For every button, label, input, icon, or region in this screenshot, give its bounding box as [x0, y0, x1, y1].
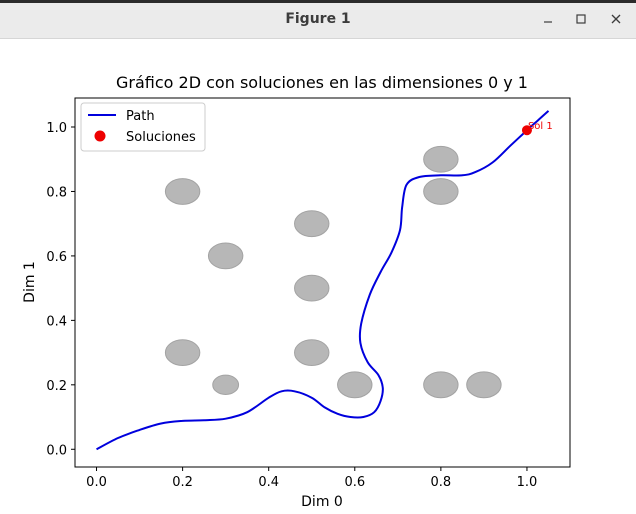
- chart-svg: Gráfico 2D con soluciones en las dimensi…: [22, 73, 571, 510]
- path-layer: [96, 110, 550, 451]
- y-tick-label-4: 0.8: [46, 185, 67, 200]
- legend-solution-label: Soluciones: [126, 130, 196, 145]
- window-titlebar[interactable]: Figure 1: [0, 0, 636, 39]
- obstacle-10: [423, 371, 459, 399]
- chart-title: Gráfico 2D con soluciones en las dimensi…: [116, 73, 528, 92]
- obstacle-4: [294, 210, 330, 238]
- legend-path-label: Path: [126, 109, 155, 124]
- solution-label-0: Sol 1: [528, 121, 553, 132]
- top-strip: [0, 0, 636, 3]
- y-axis-label: Dim 1: [22, 261, 38, 303]
- y-tick-label-0: 0.0: [46, 443, 67, 458]
- x-tick-label-0: 0.0: [86, 475, 107, 490]
- x-tick-label-2: 0.4: [258, 475, 279, 490]
- obstacle-2: [164, 339, 201, 366]
- obstacle-11: [466, 371, 502, 399]
- maximize-icon[interactable]: [568, 6, 594, 32]
- solution-layer: Sol 1: [521, 121, 553, 136]
- y-tick-label-5: 1.0: [46, 121, 67, 136]
- obstacle-3: [212, 374, 240, 395]
- x-tick-label-1: 0.2: [172, 475, 193, 490]
- window-title: Figure 1: [285, 11, 351, 27]
- minimize-icon[interactable]: [535, 6, 561, 32]
- y-axis-ticks: 0.0 0.2 0.4 0.6 0.8 1.0: [46, 121, 75, 458]
- x-axis-ticks: 0.0 0.2 0.4 0.6 0.8 1.0: [86, 467, 537, 490]
- figure-canvas: Gráfico 2D con soluciones en las dimensi…: [0, 39, 636, 514]
- y-tick-label-2: 0.4: [46, 314, 67, 329]
- y-tick-label-1: 0.2: [46, 379, 67, 394]
- plot-frame: [74, 97, 571, 468]
- obstacle-9: [423, 178, 459, 205]
- y-tick-label-3: 0.6: [46, 250, 67, 265]
- obstacle-1: [207, 242, 244, 270]
- obstacle-0: [164, 178, 201, 205]
- obstacle-7: [337, 371, 373, 399]
- obstacle-6: [294, 339, 330, 366]
- x-tick-label-4: 0.8: [431, 475, 452, 490]
- series-path-0: [96, 110, 550, 451]
- x-tick-label-5: 1.0: [517, 475, 538, 490]
- obstacle-5: [294, 274, 330, 302]
- x-tick-label-3: 0.6: [344, 475, 365, 490]
- solution-point-0: [521, 125, 532, 136]
- legend: Path Soluciones: [80, 102, 206, 152]
- x-axis-label: Dim 0: [301, 494, 343, 510]
- close-icon[interactable]: [603, 6, 629, 32]
- obstacle-layer: [164, 145, 502, 399]
- legend-solution-swatch: [94, 130, 106, 142]
- obstacle-8: [423, 145, 459, 173]
